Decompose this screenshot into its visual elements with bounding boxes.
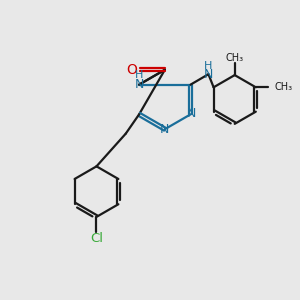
Text: N: N [134, 78, 144, 91]
Text: Cl: Cl [90, 232, 103, 245]
Text: N: N [204, 68, 213, 81]
Text: N: N [187, 107, 196, 120]
Text: CH₃: CH₃ [226, 52, 244, 63]
Text: CH₃: CH₃ [275, 82, 293, 92]
Text: N: N [160, 123, 169, 136]
Text: O: O [127, 63, 138, 77]
Text: H: H [135, 70, 143, 80]
Text: H: H [204, 61, 213, 71]
